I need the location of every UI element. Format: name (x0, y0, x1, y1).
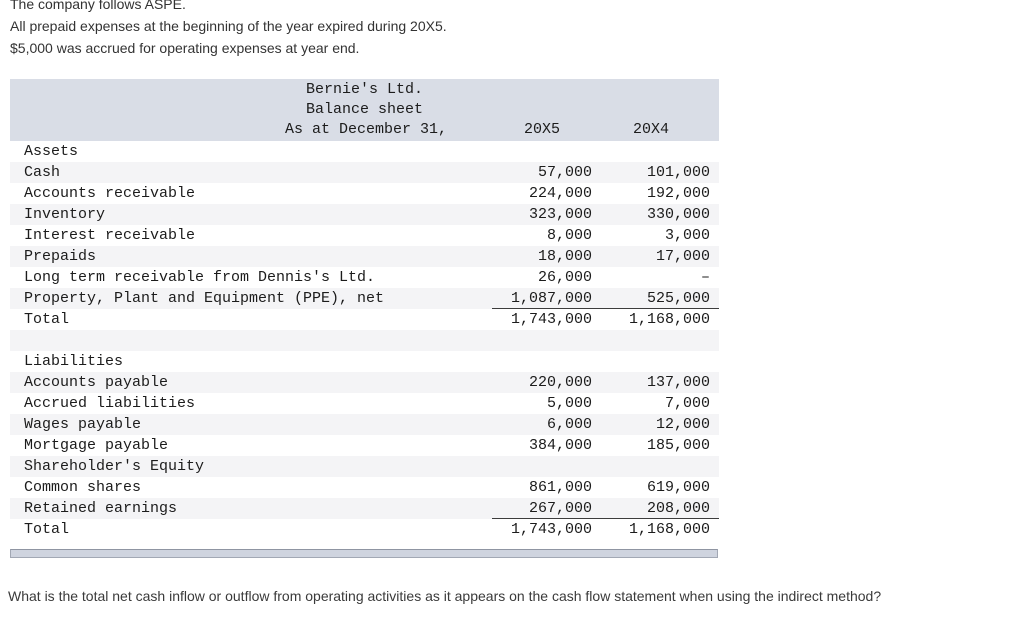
row-label: Total (24, 311, 70, 328)
row-value-20x4: 137,000 (646, 374, 710, 391)
question-text: What is the total net cash inflow or out… (8, 588, 882, 604)
row-value-20x5 (492, 141, 592, 162)
row-label: Total (24, 521, 70, 538)
row-value-20x4 (592, 351, 719, 372)
column-header-20x4: 20X4 (632, 121, 669, 138)
balance-sheet-header: Bernie's Ltd. Balance sheet As at Decemb… (10, 79, 719, 141)
intro-line-aspe: The company follows ASPE. (10, 0, 186, 12)
table-row: Interest receivable 8,000 3,000 (10, 225, 719, 246)
row-value-20x4: 1,168,000 (628, 521, 710, 538)
row-value-20x5: 1,743,000 (510, 521, 592, 538)
table-row: Retained earnings 267,000 208,000 (10, 498, 719, 519)
intro-line-prepaids: All prepaid expenses at the beginning of… (10, 18, 447, 34)
row-value-20x4: 185,000 (646, 437, 710, 454)
row-value-20x5: 224,000 (528, 185, 592, 202)
row-label: Mortgage payable (24, 437, 169, 454)
date-label: As at December 31, (284, 121, 447, 138)
row-value-20x5: 18,000 (537, 248, 592, 265)
row-value-20x4: 3,000 (664, 227, 710, 244)
row-label: Accrued liabilities (24, 395, 196, 412)
table-row: Cash 57,000 101,000 (10, 162, 719, 183)
company-name: Bernie's Ltd. (305, 81, 424, 98)
row-value-20x4: 1,168,000 (628, 311, 710, 328)
row-value-20x4: 208,000 (592, 498, 719, 519)
row-value-20x4: 12,000 (655, 416, 710, 433)
row-value-20x4 (592, 141, 719, 162)
row-value-20x4 (592, 330, 719, 351)
table-row: Total 1,743,000 1,168,000 (10, 309, 719, 330)
row-value-20x5: 1,087,000 (492, 288, 592, 309)
row-label: Accounts payable (24, 374, 169, 391)
row-value-20x4: 525,000 (592, 288, 719, 309)
table-row: Long term receivable from Dennis's Ltd. 2… (10, 267, 719, 288)
row-value-20x5: 267,000 (492, 498, 592, 519)
table-row: Assets (10, 141, 719, 162)
row-value-20x4: – (700, 269, 710, 286)
table-row: Common shares 861,000 619,000 (10, 477, 719, 498)
intro-text: The company follows ASPE. All prepaid ex… (10, 0, 447, 59)
row-value-20x5 (492, 330, 592, 351)
row-value-20x5: 8,000 (546, 227, 592, 244)
table-row (10, 330, 719, 351)
row-value-20x5: 220,000 (528, 374, 592, 391)
row-value-20x5: 26,000 (537, 269, 592, 286)
row-value-20x5: 1,743,000 (510, 311, 592, 328)
horizontal-scrollbar[interactable] (10, 549, 718, 558)
row-value-20x5 (492, 351, 592, 372)
row-value-20x4: 7,000 (664, 395, 710, 412)
row-value-20x5: 5,000 (546, 395, 592, 412)
row-label: Long term receivable from Dennis's Ltd. (24, 269, 376, 286)
row-label: Prepaids (24, 248, 97, 265)
row-value-20x4: 619,000 (646, 479, 710, 496)
row-value-20x5: 861,000 (528, 479, 592, 496)
row-value-20x5: 384,000 (528, 437, 592, 454)
table-row: Liabilities (10, 351, 719, 372)
row-label: Wages payable (24, 416, 142, 433)
row-label: Shareholder's Equity (24, 458, 205, 475)
table-row: Prepaids 18,000 17,000 (10, 246, 719, 267)
row-label: Interest receivable (24, 227, 196, 244)
table-row: Wages payable 6,000 12,000 (10, 414, 719, 435)
row-label: Liabilities (24, 353, 124, 370)
row-label: Retained earnings (24, 500, 178, 517)
row-value-20x4 (592, 456, 719, 477)
row-value-20x5: 323,000 (528, 206, 592, 223)
intro-line-accrued: $5,000 was accrued for operating expense… (10, 40, 360, 56)
row-value-20x4: 101,000 (646, 164, 710, 181)
row-label: Common shares (24, 479, 142, 496)
table-row: Mortgage payable 384,000 185,000 (10, 435, 719, 456)
table-row: Property, Plant and Equipment (PPE), net… (10, 288, 719, 309)
row-label: Cash (24, 164, 61, 181)
table-row: Accrued liabilities 5,000 7,000 (10, 393, 719, 414)
table-row: Shareholder's Equity (10, 456, 719, 477)
table-row: Total 1,743,000 1,168,000 (10, 519, 719, 540)
row-value-20x5: 57,000 (537, 164, 592, 181)
table-row: Accounts payable 220,000 137,000 (10, 372, 719, 393)
column-header-row: As at December 31, 20X5 20X4 (10, 120, 719, 140)
row-value-20x4: 192,000 (646, 185, 710, 202)
row-label: Assets (24, 143, 79, 160)
row-value-20x5: 6,000 (546, 416, 592, 433)
table-row: Inventory 323,000 330,000 (10, 204, 719, 225)
sheet-title: Balance sheet (305, 101, 424, 118)
row-label (10, 330, 492, 351)
balance-sheet-table: Bernie's Ltd. Balance sheet As at Decemb… (10, 79, 719, 540)
column-header-20x5: 20X5 (523, 121, 560, 138)
row-label: Accounts receivable (24, 185, 196, 202)
row-value-20x4: 330,000 (646, 206, 710, 223)
row-label: Inventory (24, 206, 106, 223)
row-value-20x5 (492, 456, 592, 477)
table-row: Accounts receivable 224,000 192,000 (10, 183, 719, 204)
balance-sheet-body: Assets Cash 57,000 101,000 Accounts receivab… (10, 141, 719, 540)
row-value-20x4: 17,000 (655, 248, 710, 265)
row-label: Property, Plant and Equipment (PPE), net (24, 290, 385, 307)
